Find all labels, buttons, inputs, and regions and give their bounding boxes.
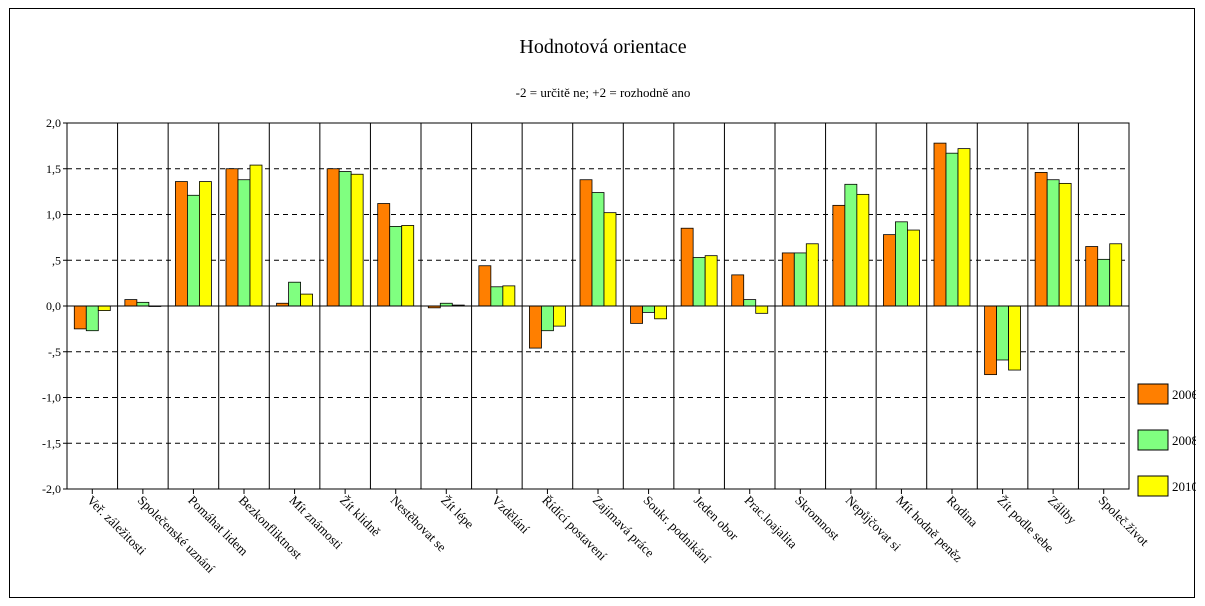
bar-2010 bbox=[957, 148, 971, 307]
bar-2008 bbox=[490, 286, 504, 307]
bar-2010 bbox=[502, 285, 516, 307]
legend: 2006 2008 2010 bbox=[1137, 383, 1196, 497]
chart-subtitle: -2 = určitě ne; +2 = rozhodně ano bbox=[516, 85, 691, 100]
bar-2010 bbox=[1058, 182, 1072, 307]
bar-2006 bbox=[326, 168, 340, 307]
bar-2008 bbox=[692, 257, 706, 307]
bar-2008 bbox=[642, 305, 655, 313]
bar-2006 bbox=[680, 227, 694, 307]
bar-2010 bbox=[401, 225, 415, 307]
bar-2006 bbox=[579, 179, 593, 307]
y-tick-label: 1,0 bbox=[46, 208, 61, 222]
y-tick-label: -,5 bbox=[48, 345, 61, 359]
category-label: Vzdělání bbox=[489, 493, 533, 537]
y-tick-label: -2,0 bbox=[42, 482, 61, 496]
legend-swatch-2006 bbox=[1137, 383, 1169, 405]
category-label: Rodina bbox=[944, 493, 981, 530]
bar-2006 bbox=[124, 299, 138, 307]
category-label: Záliby bbox=[1045, 493, 1080, 528]
bar-2008 bbox=[136, 301, 150, 307]
bar-2006 bbox=[984, 305, 997, 376]
chart-canvas: Hodnotová orientace -2 = určitě ne; +2 =… bbox=[42, 36, 1196, 576]
category-label: Společ.život bbox=[1096, 493, 1153, 550]
bar-2006 bbox=[832, 204, 846, 307]
bar-2008 bbox=[743, 299, 757, 307]
bar-2006 bbox=[478, 265, 492, 307]
y-tick-label: 1,5 bbox=[46, 162, 61, 176]
y-tick-label: -1,5 bbox=[42, 436, 61, 450]
bar-2008 bbox=[793, 252, 807, 307]
bar-2010 bbox=[199, 181, 212, 307]
bar-2010 bbox=[350, 173, 364, 307]
bar-2010 bbox=[603, 212, 617, 307]
bar-2006 bbox=[175, 181, 188, 307]
bar-2008 bbox=[895, 221, 908, 307]
bar-2006 bbox=[1085, 246, 1099, 307]
category-label: Prac.loajalita bbox=[742, 493, 801, 552]
bar-2008 bbox=[237, 179, 251, 307]
bar-2008 bbox=[541, 305, 554, 332]
bar-2010 bbox=[755, 305, 769, 314]
bar-2008 bbox=[1097, 258, 1111, 307]
bar-2008 bbox=[996, 305, 1009, 361]
legend-swatch-2008 bbox=[1137, 429, 1169, 451]
bar-2008 bbox=[591, 192, 605, 307]
bar-2006 bbox=[731, 274, 745, 307]
category-label: Žít klidně bbox=[337, 493, 384, 540]
y-tick-label: 2,0 bbox=[46, 116, 61, 130]
bar-2010 bbox=[553, 305, 566, 327]
bar-2008 bbox=[844, 183, 858, 307]
bar-2006 bbox=[933, 142, 947, 307]
legend-label-2010: 2010 bbox=[1172, 479, 1196, 494]
bar-2010 bbox=[1109, 243, 1123, 307]
bar-2010 bbox=[1008, 305, 1021, 371]
bar-2006 bbox=[377, 203, 391, 307]
bar-2008 bbox=[1046, 179, 1060, 307]
bar-2010 bbox=[704, 255, 718, 307]
bar-2008 bbox=[945, 152, 959, 307]
y-tick-label: ,5 bbox=[52, 253, 61, 267]
bar-2008 bbox=[338, 171, 352, 307]
category-label: Jeden obor bbox=[691, 493, 742, 544]
bar-2006 bbox=[1034, 172, 1048, 307]
legend-label-2008: 2008 bbox=[1172, 433, 1196, 448]
bar-2010 bbox=[300, 293, 313, 307]
chart-title: Hodnotová orientace bbox=[519, 36, 686, 58]
bar-2010 bbox=[805, 243, 819, 307]
bar-2008 bbox=[288, 281, 301, 307]
legend-swatch-2010 bbox=[1137, 475, 1169, 497]
category-label: Skromnost bbox=[792, 493, 843, 544]
bar-2006 bbox=[73, 305, 87, 330]
bar-2010 bbox=[249, 164, 263, 307]
bar-2008 bbox=[85, 305, 99, 332]
bar-2006 bbox=[225, 168, 239, 307]
category-label: Žít lépe bbox=[438, 493, 477, 532]
bar-2010 bbox=[907, 229, 920, 307]
legend-label-2006: 2006 bbox=[1172, 387, 1196, 402]
bar-2006 bbox=[883, 234, 896, 307]
y-tick-label: -1,0 bbox=[42, 391, 61, 405]
bar-2010 bbox=[97, 305, 111, 311]
bar-2006 bbox=[529, 305, 542, 349]
chart-frame: Hodnotová orientace -2 = určitě ne; +2 =… bbox=[9, 8, 1196, 598]
bar-2006 bbox=[630, 305, 643, 324]
bars bbox=[73, 142, 1123, 376]
bar-2006 bbox=[781, 252, 795, 307]
y-tick-label: 0,0 bbox=[46, 299, 61, 313]
bar-2008 bbox=[389, 225, 403, 307]
bar-2010 bbox=[654, 305, 667, 320]
bar-2010 bbox=[856, 193, 870, 307]
bar-2008 bbox=[187, 194, 200, 307]
